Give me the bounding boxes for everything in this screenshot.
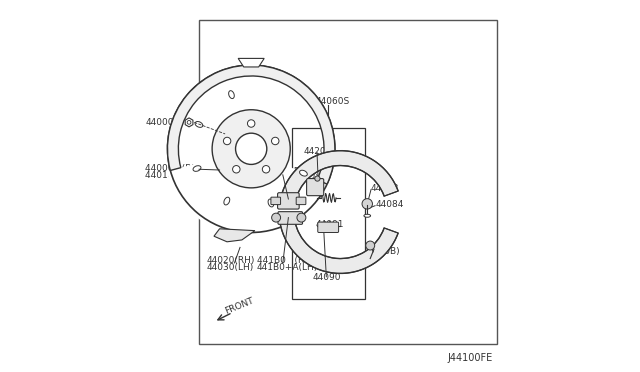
Circle shape — [236, 133, 267, 164]
FancyBboxPatch shape — [296, 197, 306, 205]
Text: 44051 (RH): 44051 (RH) — [259, 167, 310, 176]
Circle shape — [262, 166, 270, 173]
Ellipse shape — [364, 214, 371, 217]
Polygon shape — [280, 220, 398, 273]
FancyBboxPatch shape — [278, 212, 303, 224]
Text: 441B0+A(LH): 441B0+A(LH) — [257, 263, 318, 272]
Bar — [292, 128, 365, 299]
Text: FRONT: FRONT — [223, 296, 255, 315]
Text: 441B0   (RH): 441B0 (RH) — [257, 256, 314, 264]
FancyBboxPatch shape — [271, 197, 280, 205]
Ellipse shape — [224, 197, 230, 205]
Polygon shape — [185, 118, 193, 127]
Ellipse shape — [193, 166, 201, 171]
Text: 44091: 44091 — [316, 220, 344, 229]
Text: 44060S: 44060S — [316, 97, 350, 106]
Circle shape — [212, 110, 291, 188]
Circle shape — [362, 199, 372, 209]
Text: 44093: 44093 — [371, 185, 399, 193]
Text: 44010P (LH): 44010P (LH) — [145, 171, 201, 180]
Circle shape — [248, 120, 255, 127]
Circle shape — [168, 65, 335, 232]
Text: 44000P (RH): 44000P (RH) — [145, 164, 202, 173]
Circle shape — [187, 121, 191, 124]
Text: 44084: 44084 — [376, 201, 404, 209]
Polygon shape — [280, 151, 398, 204]
Circle shape — [297, 213, 306, 222]
Text: 44030(LH): 44030(LH) — [207, 263, 254, 272]
Ellipse shape — [300, 170, 307, 176]
Circle shape — [223, 137, 231, 145]
Ellipse shape — [228, 91, 234, 99]
Text: 44020(RH): 44020(RH) — [207, 256, 255, 264]
Bar — [199, 20, 497, 344]
Text: 44000B: 44000B — [145, 118, 180, 127]
Wedge shape — [167, 149, 330, 236]
Text: 44090: 44090 — [312, 273, 341, 282]
Circle shape — [315, 176, 320, 181]
Text: 440B): 440B) — [373, 247, 400, 256]
Wedge shape — [168, 65, 335, 184]
Circle shape — [271, 137, 279, 145]
FancyBboxPatch shape — [318, 222, 339, 232]
Text: 44200: 44200 — [303, 147, 332, 156]
Polygon shape — [238, 58, 264, 67]
Text: 44051+A(LH): 44051+A(LH) — [259, 174, 320, 183]
Circle shape — [232, 166, 240, 173]
FancyBboxPatch shape — [307, 179, 324, 196]
Polygon shape — [214, 229, 255, 242]
Ellipse shape — [195, 122, 203, 127]
Ellipse shape — [268, 199, 274, 207]
Text: J44100FE: J44100FE — [448, 353, 493, 363]
FancyBboxPatch shape — [278, 193, 299, 209]
Circle shape — [365, 241, 374, 250]
Circle shape — [271, 213, 280, 222]
